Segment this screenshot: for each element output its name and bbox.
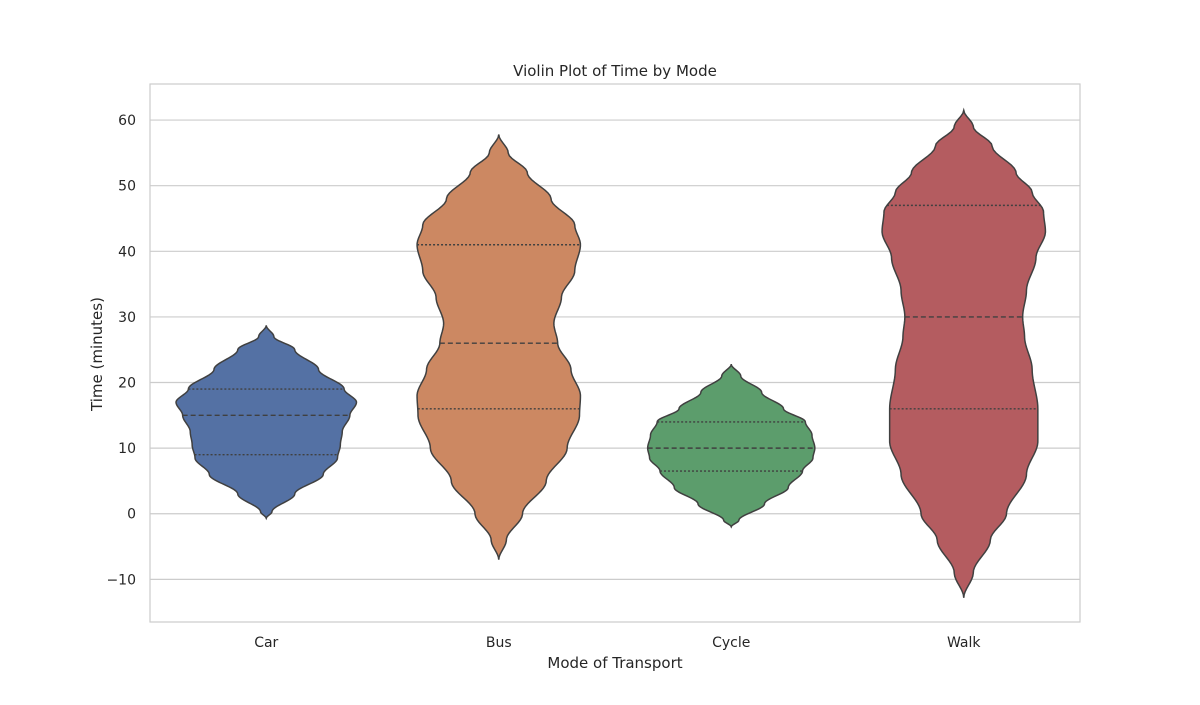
y-tick-label: 20 <box>118 376 136 392</box>
chart-title: Violin Plot of Time by Mode <box>513 62 717 80</box>
y-axis-label: Time (minutes) <box>88 297 106 412</box>
axes-layer: −10 0 10 20 30 40 50 60 Car Bus Cycle Walk <box>106 83 1081 651</box>
violin-body-cycle <box>646 364 816 529</box>
x-tick-label: Car <box>254 635 278 651</box>
y-tick-label: 0 <box>127 507 136 523</box>
y-tick-label: 10 <box>118 441 136 457</box>
y-tick-label: −10 <box>106 572 136 588</box>
x-tick-label: Walk <box>947 635 981 651</box>
y-tick-label: 60 <box>118 113 136 129</box>
y-tick-label: 50 <box>118 179 136 195</box>
violin-layer <box>175 107 1047 598</box>
violin-body-walk <box>881 107 1047 598</box>
x-tick-label: Cycle <box>712 635 750 651</box>
x-tick-label: Bus <box>486 635 512 651</box>
y-tick-label: 30 <box>118 310 136 326</box>
violin-body-car <box>175 325 358 521</box>
plot-frame <box>149 83 1081 623</box>
violin-body-bus <box>416 134 582 560</box>
y-tick-label: 40 <box>118 244 136 260</box>
x-axis-label: Mode of Transport <box>547 654 682 672</box>
